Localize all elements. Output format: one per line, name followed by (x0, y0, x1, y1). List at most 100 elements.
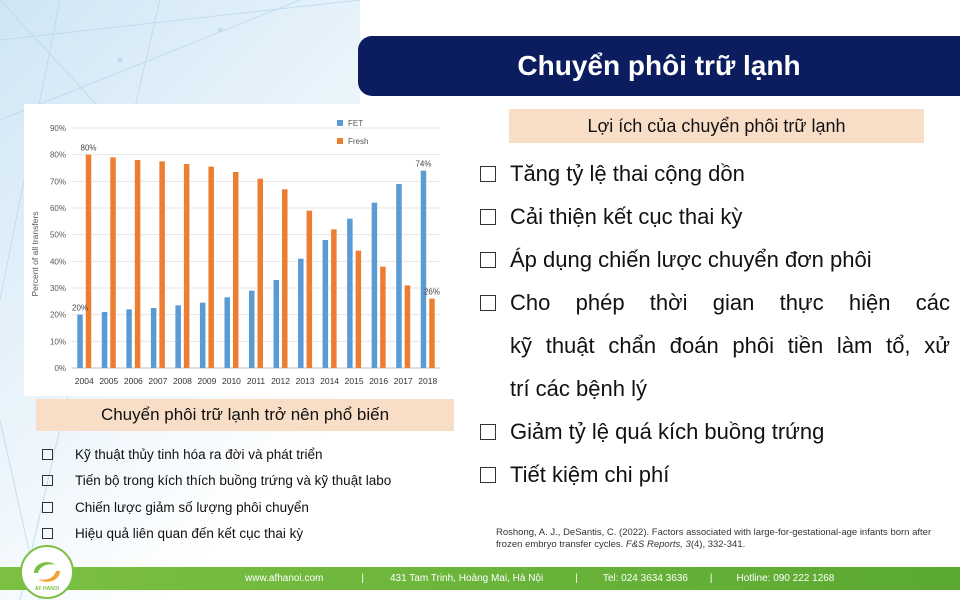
x-tick-label: 2010 (222, 376, 241, 386)
list-item: Tiết kiệm chi phí (480, 453, 950, 496)
bar-fresh (306, 210, 313, 368)
data-label: 20% (72, 304, 88, 313)
list-item: Giảm tỷ lệ quá kích buồng trứng (480, 410, 950, 453)
chart-caption: Chuyển phôi trữ lạnh trở nên phổ biến (36, 399, 454, 431)
list-item: Hiệu quả liên quan đến kết cục thai kỳ (42, 521, 462, 548)
checkbox-icon (480, 209, 496, 225)
chart-panel: Percent of all transfers 0% 10% 20% 30% 40% 5… (24, 104, 452, 396)
x-tick-label: 2013 (296, 376, 315, 386)
footer-tel: Tel: 024 3634 3636 (602, 573, 688, 584)
legend-swatch (337, 138, 343, 144)
footer-website[interactable]: www.afhanoi.com (245, 573, 324, 584)
bar-fresh (208, 166, 214, 368)
y-tick-label: 60% (50, 204, 66, 213)
x-tick-label: 2016 (369, 376, 388, 386)
list-item: Cải thiện kết cục thai kỳ (480, 195, 950, 238)
bar-fresh (183, 164, 190, 368)
af-hanoi-logo: AF HANOI (20, 545, 74, 599)
x-tick-label: 2004 (75, 376, 94, 386)
bar-fresh (429, 298, 435, 368)
footer-separator: | (709, 573, 713, 584)
y-tick-label: 50% (50, 231, 66, 240)
y-tick-label: 20% (50, 311, 66, 320)
x-tick-label: 2005 (99, 376, 118, 386)
bar-fet (175, 305, 181, 368)
checkbox-icon (42, 501, 53, 513)
x-tick-label: 2006 (124, 376, 143, 386)
footer-separator: | (361, 573, 364, 584)
bar-chart: Percent of all transfers 0% 10% 20% 30% 40% 5… (30, 119, 440, 386)
bar-fet (224, 297, 230, 368)
bar-fresh (404, 285, 411, 368)
bar-fet (77, 314, 83, 368)
footer-bar: www.afhanoi.com | 431 Tam Trinh, Hoàng M… (0, 567, 960, 590)
bar-fresh (85, 154, 92, 368)
bar-fresh (355, 250, 362, 368)
bar-fresh (331, 229, 337, 368)
list-item: Tiến bộ trong kích thích buồng trứng và … (42, 468, 462, 495)
bar-fresh (110, 157, 116, 368)
bar-fet (273, 280, 280, 368)
x-tick-label: 2012 (271, 376, 290, 386)
x-tick-label: 2007 (148, 376, 167, 386)
list-item: Chiến lược giảm số lượng phôi chuyển (42, 494, 462, 521)
bar-fet (249, 290, 255, 368)
data-label: 80% (81, 144, 97, 153)
list-item: Cho phép thời gian thực hiện các (480, 281, 950, 324)
citation: Roshong, A. J., DeSantis, C. (2022). Fac… (496, 527, 932, 550)
legend-swatch (337, 120, 343, 126)
y-tick-label: 30% (50, 284, 66, 293)
x-tick-label: 2011 (247, 376, 266, 386)
checkbox-icon (42, 475, 53, 487)
x-tick-label: 2015 (345, 376, 364, 386)
x-tick-label: 2017 (394, 376, 413, 386)
checkbox-icon (480, 295, 496, 311)
bar-fet (420, 170, 427, 368)
x-tick-label: 2014 (320, 376, 339, 386)
checkbox-icon (480, 424, 496, 440)
checkbox-icon (480, 252, 496, 268)
bar-fet (126, 309, 132, 368)
bar-fet (199, 302, 206, 368)
bar-fet (101, 312, 108, 368)
slide-title: Chuyển phôi trữ lạnh (358, 36, 960, 96)
bar-fet (347, 218, 353, 368)
bar-fet (371, 202, 378, 368)
benefits-list: Tăng tỷ lệ thai cộng dồn Cải thiện kết c… (480, 152, 950, 496)
x-tick-label: 2018 (418, 376, 437, 386)
y-tick-label: 10% (50, 337, 66, 346)
data-label: 74% (415, 160, 431, 169)
checkbox-icon (480, 467, 496, 483)
bar-fresh (232, 172, 239, 368)
bar-fresh (257, 178, 263, 368)
bar-fresh (282, 189, 288, 368)
y-tick-label: 40% (50, 257, 66, 266)
bar-fet (396, 184, 402, 368)
bar-fet (150, 308, 157, 368)
y-tick-label: 0% (54, 364, 66, 373)
footer-hotline: Hotline: 090 222 1268 (736, 573, 835, 584)
list-item-continuation: kỹ thuật chẩn đoán phôi tiền làm tổ, xử (510, 333, 950, 358)
legend-label: FET (348, 119, 363, 128)
bar-fresh (159, 161, 165, 368)
x-tick-label: 2009 (197, 376, 216, 386)
list-item: Kỹ thuật thủy tinh hóa ra đời và phát tr… (42, 441, 462, 468)
bar-fresh (380, 266, 386, 368)
bar-fet (298, 258, 304, 368)
y-tick-label: 70% (50, 177, 66, 186)
list-item-continuation: trí các bệnh lý (510, 376, 647, 401)
list-item: Tăng tỷ lệ thai cộng dồn (480, 152, 950, 195)
sub-list: Kỹ thuật thủy tinh hóa ra đời và phát tr… (42, 441, 462, 547)
legend-label: Fresh (348, 137, 368, 146)
logo-icon: AF HANOI (34, 562, 60, 592)
checkbox-icon (42, 528, 53, 540)
checkbox-icon (42, 448, 53, 460)
footer-separator: | (575, 573, 578, 584)
svg-text:AF HANOI: AF HANOI (35, 586, 60, 592)
benefits-header: Lợi ích của chuyển phôi trữ lạnh (509, 109, 924, 143)
list-item: Áp dụng chiến lược chuyển đơn phôi (480, 238, 950, 281)
data-label: 26% (424, 288, 440, 297)
footer-address: 431 Tam Trinh, Hoàng Mai, Hà Nội (389, 573, 544, 584)
bar-fresh (134, 160, 141, 368)
x-tick-label: 2008 (173, 376, 192, 386)
